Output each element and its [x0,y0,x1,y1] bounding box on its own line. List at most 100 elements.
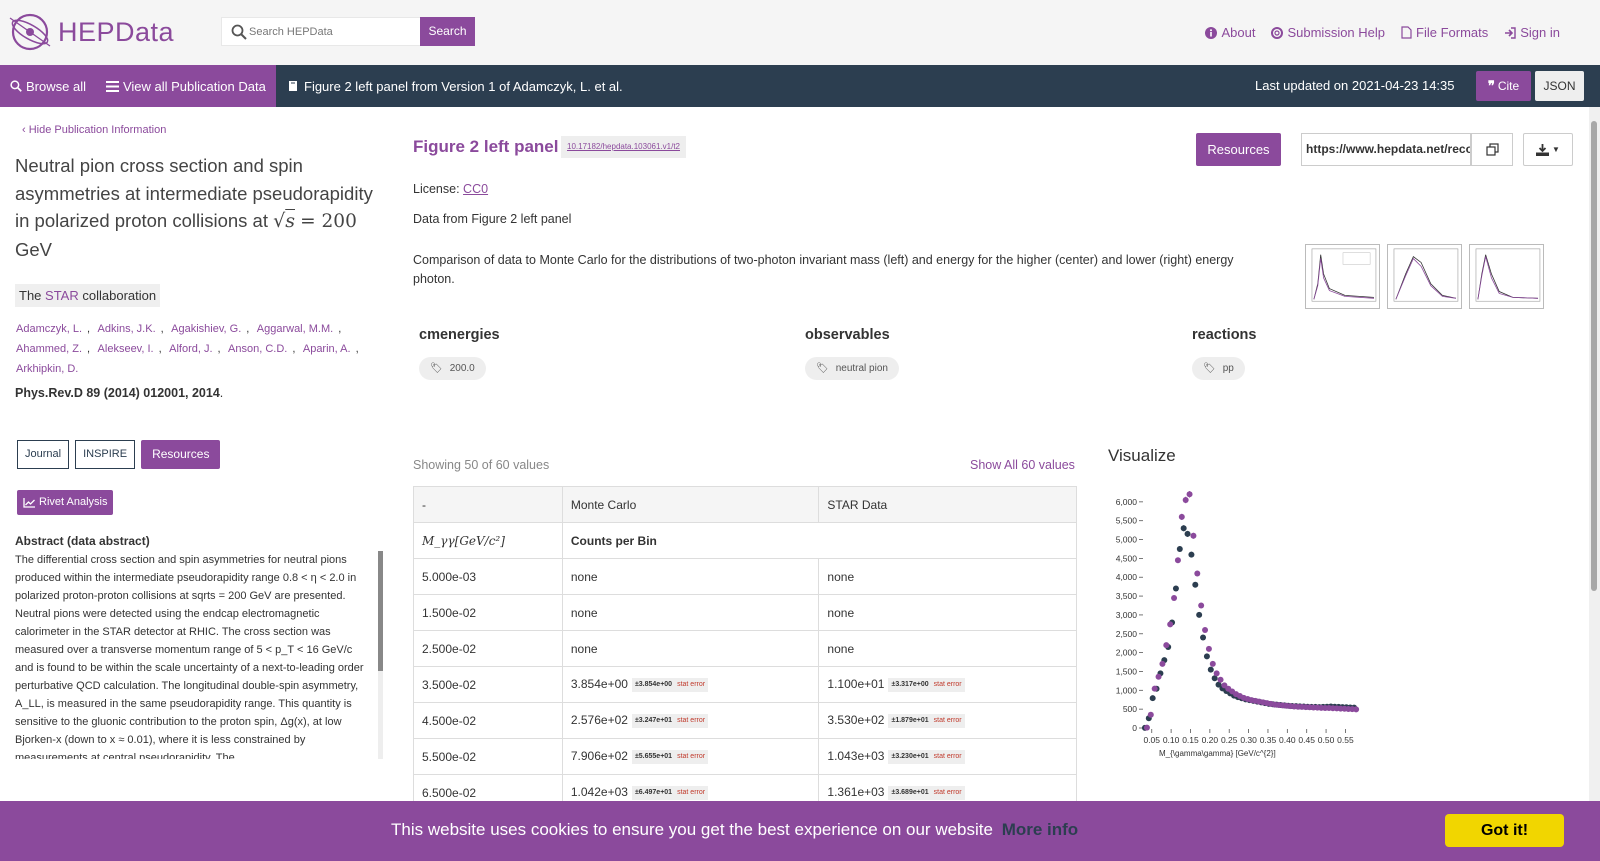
table-cell: 3.500e-02 [413,666,563,703]
data-point [1194,570,1201,577]
cell-value: none [570,569,598,584]
search-button[interactable]: Search [420,17,475,46]
y-tick-label: 500 [1123,704,1137,714]
search-input[interactable]: Search HEPData [221,17,420,46]
submission-help-link[interactable]: Submission Help [1271,25,1385,40]
table-body: 5.000e-03 none none 1.500e-02 none none 2.500e… [413,558,1077,811]
browse-all-link[interactable]: Browse all [10,79,86,94]
cite-button[interactable]: ❞ Cite [1476,71,1531,101]
download-dropdown-button[interactable]: ▼ [1523,133,1573,166]
collab-suffix: collaboration [82,288,157,303]
top-header: HEPData Search HEPData Search About Subm… [0,0,1600,65]
keyword-reactions: reactions 🏷 pp [1192,327,1256,380]
column-header: - [413,486,563,523]
data-point [1163,642,1170,649]
record-navbar: Browse all View all Publication Data Fig… [0,65,1600,107]
book-icon [289,81,297,91]
cell-value: 1.042e+03 [570,785,628,800]
author-link[interactable]: Ahammed, Z. [16,343,83,355]
visualize-chart[interactable]: 0 500 1,000 1,500 2,000 2,500 3,000 3,500 4,000 4… [1100,475,1400,790]
mc-point [1149,695,1156,702]
keyword-tag[interactable]: 🏷 neutral pion [805,357,899,380]
keyword-cmenergies: cmenergies 🏷 200.0 [419,327,500,380]
author-link[interactable]: Adamczyk, L. [16,323,83,335]
hide-publication-link[interactable]: ‹ Hide Publication Information [22,124,167,136]
keyword-tag[interactable]: 🏷 pp [1192,357,1245,380]
data-point [1171,594,1178,601]
abstract-text: The differential cross section and spin … [15,554,364,759]
error-badge: ±6.497e+01 stat error [631,785,709,800]
file-formats-label: File Formats [1416,25,1489,40]
table-resources-button[interactable]: Resources [1196,133,1281,166]
data-point [1221,682,1228,689]
cell-value: none [827,605,855,620]
got-it-button[interactable]: Got it! [1445,814,1564,847]
cell-value: 1.100e+01 [827,677,885,692]
license-link[interactable]: CC0 [463,182,489,196]
error-type-label: stat error [933,680,962,688]
thumbnail-panel-left [1305,244,1380,309]
data-point [1151,685,1158,692]
hepdata-logo[interactable]: HEPData [8,12,174,52]
author-list: Adamczyk, L., Adkins, J.K., Agakishiev, … [16,323,359,375]
about-link[interactable]: About [1205,25,1255,40]
abstract-scrollbar[interactable] [378,551,383,759]
error-badge: ±3.317e+00 stat error [888,677,965,692]
cell-value: 4.500e-02 [422,713,477,728]
data-point [1174,557,1181,564]
download-icon [1536,143,1550,156]
paper-title: Neutral pion cross section and spin asym… [15,152,385,263]
record-url-field[interactable]: https://www.hepdata.net/record/ins125336… [1301,133,1471,166]
journal-button[interactable]: Journal [17,440,70,469]
hide-publication-label: Hide Publication Information [28,124,167,136]
data-point [1353,706,1360,713]
publication-resources-button[interactable]: Resources [141,440,221,469]
submission-help-label: Submission Help [1287,25,1386,40]
keyword-tag[interactable]: 🏷 200.0 [419,357,486,380]
page-scrollbar-thumb[interactable] [1591,121,1597,591]
author-link[interactable]: Adkins, J.K. [97,323,156,335]
table-cell: none [818,594,1077,631]
show-all-link[interactable]: Show All 60 values [970,458,1075,472]
copy-icon [1485,143,1499,156]
more-info-link[interactable]: More info [1001,820,1079,839]
view-all-link[interactable]: View all Publication Data [105,79,266,94]
author-link[interactable]: Arkhipkin, D. [16,363,79,375]
error-type-label: stat error [677,716,706,724]
file-formats-link[interactable]: File Formats [1401,25,1488,40]
author-link[interactable]: Agakishiev, G. [171,323,242,335]
collab-prefix: The [19,288,42,303]
author-link[interactable]: Aggarwal, M.M. [256,323,334,335]
error-badge: ±3.247e+01 stat error [631,713,709,728]
data-point [1186,491,1193,498]
collaboration-badge: The STAR collaboration [15,284,161,307]
error-value: ±3.317e+00 [891,680,929,688]
sign-in-link[interactable]: Sign in [1504,25,1560,40]
breadcrumb-text: Figure 2 left panel from Version 1 of Ad… [304,78,623,94]
error-type-label: stat error [933,788,962,796]
figure-thumbnail[interactable] [1305,244,1544,309]
error-value: ±1.879e+01 [891,716,929,724]
author-link[interactable]: Aparin, A. [302,343,351,355]
page-scrollbar[interactable] [1589,107,1600,861]
author-link[interactable]: Anson, C.D. [228,343,288,355]
abstract-scrollbar-thumb[interactable] [378,551,383,671]
table-cell: 2.576e+02 ±3.247e+01 stat error [561,702,820,739]
x-tick-label: 0.30 [1240,735,1257,745]
y-tick-label: 3,000 [1116,610,1138,620]
x-tick-label: 0.45 [1298,735,1315,745]
column-header: STAR Data [818,486,1077,523]
table-row: 5.500e-02 7.906e+02 ±5.655e+01 stat error 1.… [413,738,1077,775]
author-link[interactable]: Alekseev, I. [97,343,154,355]
collab-link[interactable]: STAR [45,288,79,303]
error-badge: ±5.655e+01 stat error [631,749,709,764]
copy-url-button[interactable] [1471,133,1513,166]
author-link[interactable]: Alford, J. [169,343,213,355]
doi-link[interactable]: 10.17182/hepdata.103061.v1/t2 [561,136,686,158]
json-button[interactable]: JSON [1535,71,1584,101]
breadcrumb: Figure 2 left panel from Version 1 of Ad… [287,65,623,107]
error-type-label: stat error [933,752,962,760]
inspire-button[interactable]: INSPIRE [75,440,136,469]
rivet-analysis-button[interactable]: Rivet Analysis [17,490,114,515]
line-chart-icon [23,497,35,508]
